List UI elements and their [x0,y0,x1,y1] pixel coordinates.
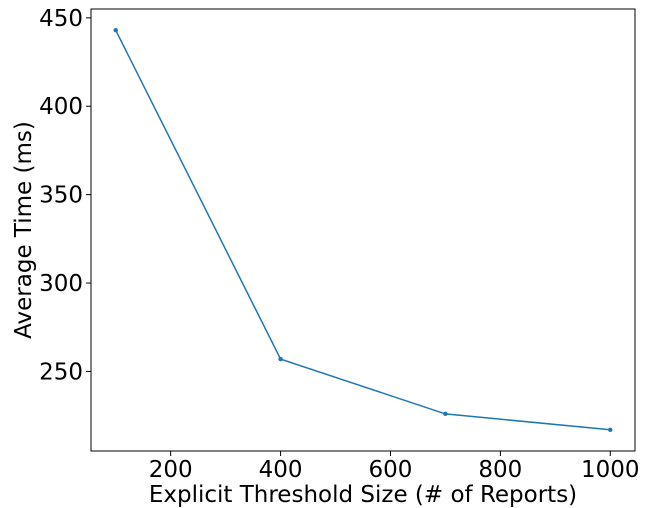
axis-ticks: 200 400 600 800 1000 250 300 350 400 450 [39,6,639,483]
data-point [113,28,118,33]
y-tick-label: 450 [39,6,83,32]
y-tick-label: 400 [39,94,83,120]
x-tick-label: 800 [478,457,522,483]
y-tick-label: 350 [39,183,83,209]
data-point [278,356,283,362]
y-axis-label: Average Time (ms) [11,121,37,339]
x-tick-label: 200 [149,457,193,483]
x-axis-label: Explicit Threshold Size (# of Reports) [149,482,577,508]
series-layer [113,28,613,432]
series-line [115,29,611,431]
data-point [608,427,613,432]
plot-frame [90,8,636,452]
x-tick-label: 1000 [581,457,640,483]
x-tick-label: 400 [259,457,303,483]
data-point [443,411,448,417]
y-tick-label: 250 [39,359,83,385]
y-tick-label: 300 [39,271,83,297]
x-tick-label: 600 [369,457,413,483]
